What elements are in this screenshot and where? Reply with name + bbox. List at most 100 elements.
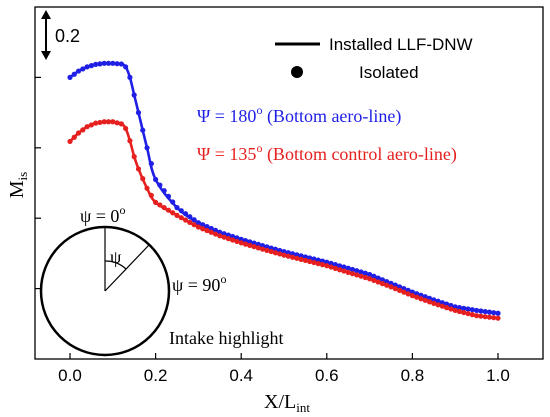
series-point-isolated	[358, 273, 364, 279]
series-point-isolated	[319, 262, 326, 268]
series-point-isolated	[486, 309, 493, 315]
series-point-isolated	[371, 277, 377, 283]
series-point-isolated	[285, 253, 291, 259]
series-point-isolated	[131, 154, 137, 160]
series-point-isolated	[97, 119, 103, 126]
series-point-isolated	[482, 314, 488, 320]
series-point-isolated	[170, 210, 176, 216]
plot-frame	[34, 6, 544, 360]
series-1	[67, 119, 501, 321]
series-point-isolated	[114, 120, 120, 126]
series-point-isolated	[328, 260, 334, 266]
series-point-isolated	[80, 127, 86, 133]
series-point-isolated	[452, 307, 458, 314]
series-point-isolated	[461, 305, 467, 311]
series-point-isolated	[311, 259, 317, 266]
series-point-isolated	[135, 110, 142, 116]
series-point-isolated	[375, 279, 381, 285]
series-point-isolated	[478, 313, 484, 319]
series-point-isolated	[289, 254, 296, 260]
series-point-isolated	[71, 134, 77, 140]
x-tick-label: 0.6	[315, 366, 339, 385]
series-point-isolated	[140, 127, 146, 133]
series-point-isolated	[110, 60, 116, 66]
series-point-isolated	[260, 246, 266, 252]
series-point-isolated	[367, 271, 373, 278]
series-point-isolated	[230, 237, 236, 243]
series-0	[67, 60, 501, 316]
series-point-isolated	[422, 297, 428, 303]
series-point-isolated	[474, 307, 480, 314]
series-point-isolated	[448, 306, 454, 312]
series-point-isolated	[482, 308, 488, 315]
series-point-isolated	[93, 61, 99, 67]
series-point-isolated	[84, 64, 90, 70]
series-point-isolated	[174, 212, 180, 218]
series-point-isolated	[264, 247, 270, 253]
series-point-isolated	[495, 310, 501, 316]
series-point-isolated	[204, 223, 210, 230]
series-point-isolated	[478, 308, 484, 314]
series-point-isolated	[127, 138, 133, 144]
series-point-isolated	[200, 222, 206, 228]
series-point-isolated	[349, 271, 356, 277]
series-point-isolated	[367, 276, 373, 282]
y-scale-label: 0.2	[55, 26, 80, 46]
intake-angle-arc	[104, 260, 127, 270]
series-point-isolated	[384, 282, 390, 288]
series-point-isolated	[234, 238, 240, 245]
series-point-isolated	[75, 130, 82, 136]
series-point-isolated	[362, 270, 368, 276]
series-point-isolated	[148, 161, 154, 167]
series-point-isolated	[208, 225, 214, 232]
y-axis-ticks	[35, 76, 41, 290]
series-point-isolated	[491, 310, 497, 316]
series-point-isolated	[358, 269, 364, 275]
series-point-isolated	[178, 215, 184, 221]
series-point-isolated	[337, 263, 343, 269]
series-point-isolated	[324, 263, 330, 269]
legend: Installed LLF-DNW Isolated	[275, 35, 473, 82]
series-point-isolated	[84, 124, 90, 130]
series-point-isolated	[341, 264, 347, 270]
series-point-isolated	[157, 202, 163, 208]
series-point-isolated	[435, 302, 441, 308]
x-axis-label: X/Lint	[264, 391, 310, 415]
x-tick-label: 0.0	[58, 366, 82, 385]
series-point-isolated	[182, 211, 189, 217]
series-point-isolated	[255, 245, 261, 251]
series-point-isolated	[439, 303, 445, 309]
series-point-isolated	[345, 265, 351, 271]
series-point-isolated	[118, 121, 124, 127]
series-point-isolated	[247, 242, 253, 248]
series-point-isolated	[349, 266, 356, 273]
series-point-isolated	[161, 204, 167, 211]
series-point-isolated	[165, 193, 172, 199]
series-point-isolated	[221, 234, 227, 240]
series-point-isolated	[75, 68, 82, 74]
series-point-isolated	[396, 287, 403, 293]
series-point-isolated	[187, 214, 193, 220]
series-point-isolated	[294, 255, 300, 261]
series-point-isolated	[225, 236, 231, 242]
series-point-isolated	[157, 182, 163, 188]
series-point-isolated	[182, 217, 189, 223]
x-axis-ticks: 0.0 0.2 0.4 0.6 0.8 1.0	[58, 353, 510, 385]
series-point-isolated	[153, 199, 159, 205]
series-point-isolated	[302, 257, 308, 264]
series-point-isolated	[469, 307, 475, 313]
series-point-isolated	[268, 248, 274, 255]
series-point-isolated	[153, 176, 159, 183]
series-point-isolated	[170, 199, 176, 205]
series-point-isolated	[123, 125, 129, 132]
series-point-isolated	[409, 293, 415, 299]
series-point-isolated	[208, 229, 214, 235]
series-point-isolated	[242, 241, 249, 247]
series-point-isolated	[371, 273, 377, 279]
intake-caption: Intake highlight	[169, 328, 283, 348]
series-point-isolated	[88, 122, 94, 128]
series-point-isolated	[444, 305, 450, 311]
series-point-isolated	[384, 278, 390, 285]
x-tick-label: 0.4	[229, 366, 253, 385]
